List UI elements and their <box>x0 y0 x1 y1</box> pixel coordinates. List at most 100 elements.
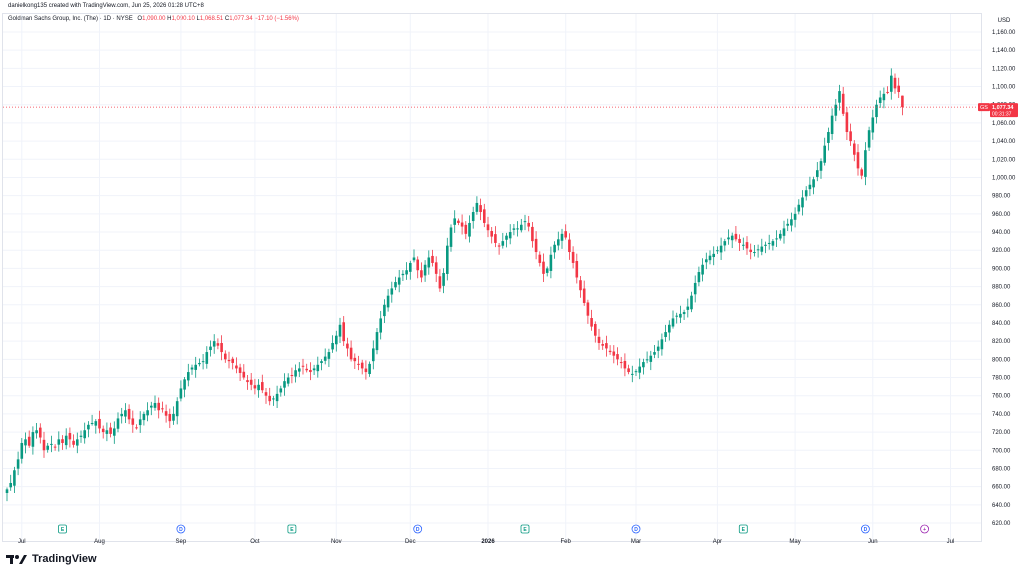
candle <box>801 190 804 216</box>
candle-body <box>431 255 434 263</box>
candle-body <box>353 357 357 362</box>
candle-body <box>53 446 57 448</box>
candle <box>886 86 889 95</box>
high-value: 1,090.10 <box>171 16 195 22</box>
candle-body <box>290 375 294 377</box>
candle-body <box>253 385 257 389</box>
candle-body <box>209 346 212 351</box>
candle <box>531 222 534 248</box>
candle <box>690 291 693 313</box>
x-tick-label: Sep <box>176 539 187 545</box>
candle <box>901 95 904 116</box>
y-tick-label: 840.00 <box>992 321 1011 327</box>
candle <box>423 260 427 282</box>
candle-body <box>268 395 271 402</box>
candle-body <box>753 252 756 254</box>
candle <box>723 238 727 252</box>
candle <box>549 246 553 279</box>
candle-body <box>893 77 897 89</box>
candle-body <box>619 362 623 364</box>
earnings-event-marker: E <box>738 524 748 534</box>
candle-body <box>216 343 220 346</box>
candle <box>220 335 223 361</box>
candle-body <box>42 439 46 451</box>
high-label: H <box>167 16 172 22</box>
close-label: C <box>224 16 230 22</box>
candle <box>153 395 157 411</box>
y-axis: USD 620.00 640.00 660.00 680.00 700.00 720.00 7… <box>992 18 1016 527</box>
earnings-icon <box>738 524 748 534</box>
candle <box>320 359 323 371</box>
candle-body <box>90 422 94 424</box>
candle-body <box>686 306 690 310</box>
x-tick-label: Aug <box>94 539 105 545</box>
candle-body <box>871 117 875 133</box>
candle-body <box>446 245 449 274</box>
candle <box>349 340 353 362</box>
candle <box>309 362 312 381</box>
candle <box>190 364 194 375</box>
candle <box>897 77 900 98</box>
candle-body <box>830 115 834 135</box>
candle <box>105 422 109 442</box>
candle-body <box>309 369 312 373</box>
price-tag-countdown: 00:31:37 <box>992 112 1012 118</box>
candle-body <box>816 170 819 177</box>
candle <box>486 216 490 238</box>
candle <box>656 340 660 359</box>
candle-body <box>727 237 730 240</box>
candles <box>5 68 904 502</box>
candle <box>342 316 345 346</box>
candle-body <box>423 264 427 276</box>
candle-body <box>897 85 900 93</box>
candle-body <box>364 368 368 373</box>
candle-body <box>771 241 775 246</box>
candle-body <box>579 280 582 291</box>
candle-body <box>679 313 682 318</box>
candle-body <box>693 282 697 295</box>
candle-body <box>238 367 242 373</box>
candle-body <box>68 433 72 440</box>
candle-body <box>427 257 431 268</box>
candle-body <box>882 93 886 101</box>
candle <box>464 221 468 240</box>
candle-body <box>135 427 138 429</box>
candle-body <box>534 238 538 253</box>
candle <box>131 410 135 433</box>
candle-body <box>190 367 194 370</box>
candle-body <box>520 224 523 231</box>
candle <box>68 427 72 448</box>
candle-body <box>286 377 290 384</box>
y-tick-label: 980.00 <box>992 194 1011 200</box>
candle-body <box>890 75 893 92</box>
candle-body <box>849 131 852 142</box>
candle-body <box>368 363 371 375</box>
candle <box>109 422 112 438</box>
candle <box>660 333 664 356</box>
candle-body <box>590 318 593 327</box>
candle-body <box>586 302 590 316</box>
candle-body <box>212 341 216 347</box>
candle <box>579 275 582 298</box>
candle-body <box>420 270 423 278</box>
open-value: 1,090.00 <box>142 16 166 22</box>
grid-lines <box>3 14 981 541</box>
candle <box>79 430 83 443</box>
y-tick-label: 800.00 <box>992 357 1011 363</box>
candle-body <box>346 343 349 349</box>
candle <box>157 397 160 419</box>
event-glyph: + <box>923 527 926 533</box>
x-tick-label: Jun <box>868 539 878 545</box>
candle <box>242 364 246 380</box>
y-tick-label: 700.00 <box>992 448 1011 454</box>
candle-body <box>9 482 12 488</box>
candle <box>401 270 405 282</box>
candle <box>42 431 46 458</box>
candle-body <box>627 368 630 373</box>
candle <box>87 421 90 438</box>
candle <box>793 207 797 228</box>
candle <box>557 231 560 251</box>
y-tick-label: 720.00 <box>992 430 1011 436</box>
candle <box>286 373 290 387</box>
